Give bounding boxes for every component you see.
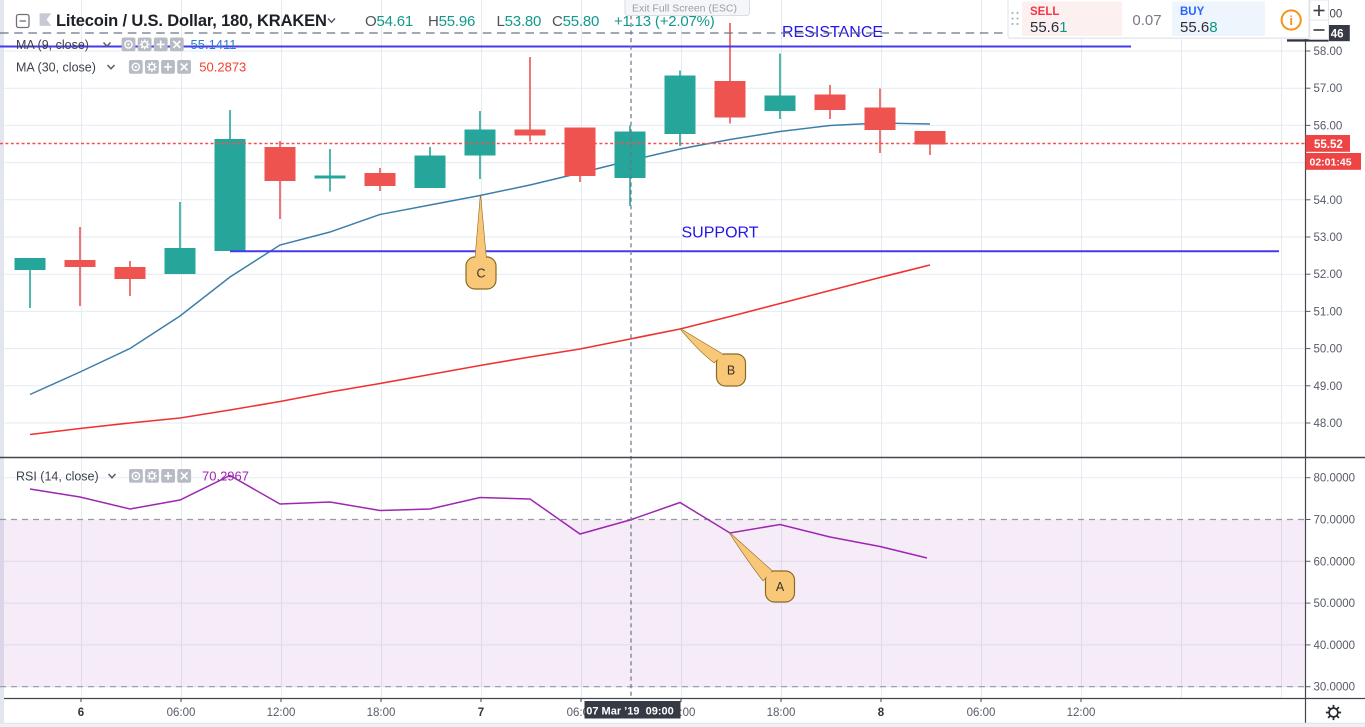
svg-text:07 Mar ’19 09:00: 07 Mar ’19 09:00 bbox=[586, 706, 673, 718]
svg-text:+1.13 (+2.07%): +1.13 (+2.07%) bbox=[614, 13, 715, 30]
svg-text:52.00: 52.00 bbox=[1314, 269, 1343, 281]
svg-text:56.00: 56.00 bbox=[1314, 120, 1343, 132]
svg-text:46: 46 bbox=[1331, 28, 1344, 40]
svg-text:50.2873: 50.2873 bbox=[199, 60, 246, 75]
svg-text:12:00: 12:00 bbox=[1067, 707, 1096, 719]
svg-text:MA (9, close): MA (9, close) bbox=[16, 38, 89, 52]
svg-text:H55.96: H55.96 bbox=[428, 13, 475, 30]
svg-text:L53.80: L53.80 bbox=[497, 13, 542, 30]
svg-text:55.68: 55.68 bbox=[1180, 19, 1218, 36]
svg-text:02:01:45: 02:01:45 bbox=[1310, 157, 1352, 169]
svg-text:O54.61: O54.61 bbox=[365, 13, 413, 30]
svg-text:A: A bbox=[776, 580, 785, 594]
svg-text:7: 7 bbox=[478, 707, 484, 719]
svg-text:6: 6 bbox=[78, 707, 84, 719]
svg-text:58.00: 58.00 bbox=[1314, 46, 1343, 58]
svg-text:50.00: 50.00 bbox=[1314, 344, 1343, 356]
svg-text:C55.80: C55.80 bbox=[552, 13, 599, 30]
svg-text:Litecoin / U.S. Dollar, 180, K: Litecoin / U.S. Dollar, 180, KRAKEN bbox=[56, 12, 327, 30]
svg-text:B: B bbox=[727, 364, 735, 378]
svg-text:54.00: 54.00 bbox=[1314, 195, 1343, 207]
svg-text:00: 00 bbox=[1330, 9, 1343, 21]
svg-text:C: C bbox=[476, 267, 485, 281]
svg-text:55.61: 55.61 bbox=[1030, 19, 1068, 36]
svg-text:70.2967: 70.2967 bbox=[202, 469, 249, 484]
svg-text:80.0000: 80.0000 bbox=[1314, 473, 1356, 485]
svg-text:06:00: 06:00 bbox=[967, 707, 996, 719]
svg-text:48.00: 48.00 bbox=[1314, 418, 1343, 430]
svg-text:RESISTANCE: RESISTANCE bbox=[782, 24, 883, 41]
svg-text:MA (30, close): MA (30, close) bbox=[16, 61, 96, 75]
svg-text:SUPPORT: SUPPORT bbox=[682, 225, 759, 242]
svg-text:8: 8 bbox=[878, 707, 885, 719]
svg-text:60.0000: 60.0000 bbox=[1314, 556, 1356, 568]
svg-text:53.00: 53.00 bbox=[1314, 232, 1343, 244]
svg-text:18:00: 18:00 bbox=[367, 707, 396, 719]
svg-text:06:00: 06:00 bbox=[167, 707, 196, 719]
svg-text:Exit Full Screen (ESC): Exit Full Screen (ESC) bbox=[632, 3, 737, 15]
svg-text:49.00: 49.00 bbox=[1314, 381, 1343, 393]
svg-text:30.0000: 30.0000 bbox=[1314, 682, 1356, 694]
svg-text:0.07: 0.07 bbox=[1132, 12, 1161, 29]
svg-text:57.00: 57.00 bbox=[1314, 83, 1343, 95]
svg-text:40.0000: 40.0000 bbox=[1314, 640, 1356, 652]
svg-text:70.0000: 70.0000 bbox=[1314, 515, 1356, 527]
svg-text:BUY: BUY bbox=[1180, 6, 1205, 18]
svg-text:18:00: 18:00 bbox=[767, 707, 796, 719]
svg-text:55.52: 55.52 bbox=[1314, 139, 1343, 151]
svg-text:i: i bbox=[1289, 13, 1293, 28]
svg-text:RSI (14, close): RSI (14, close) bbox=[16, 470, 99, 484]
svg-text:51.00: 51.00 bbox=[1314, 306, 1343, 318]
svg-text:SELL: SELL bbox=[1030, 6, 1059, 18]
svg-text:55.1411: 55.1411 bbox=[191, 37, 237, 52]
svg-text:12:00: 12:00 bbox=[267, 707, 296, 719]
svg-text:50.0000: 50.0000 bbox=[1314, 598, 1356, 610]
